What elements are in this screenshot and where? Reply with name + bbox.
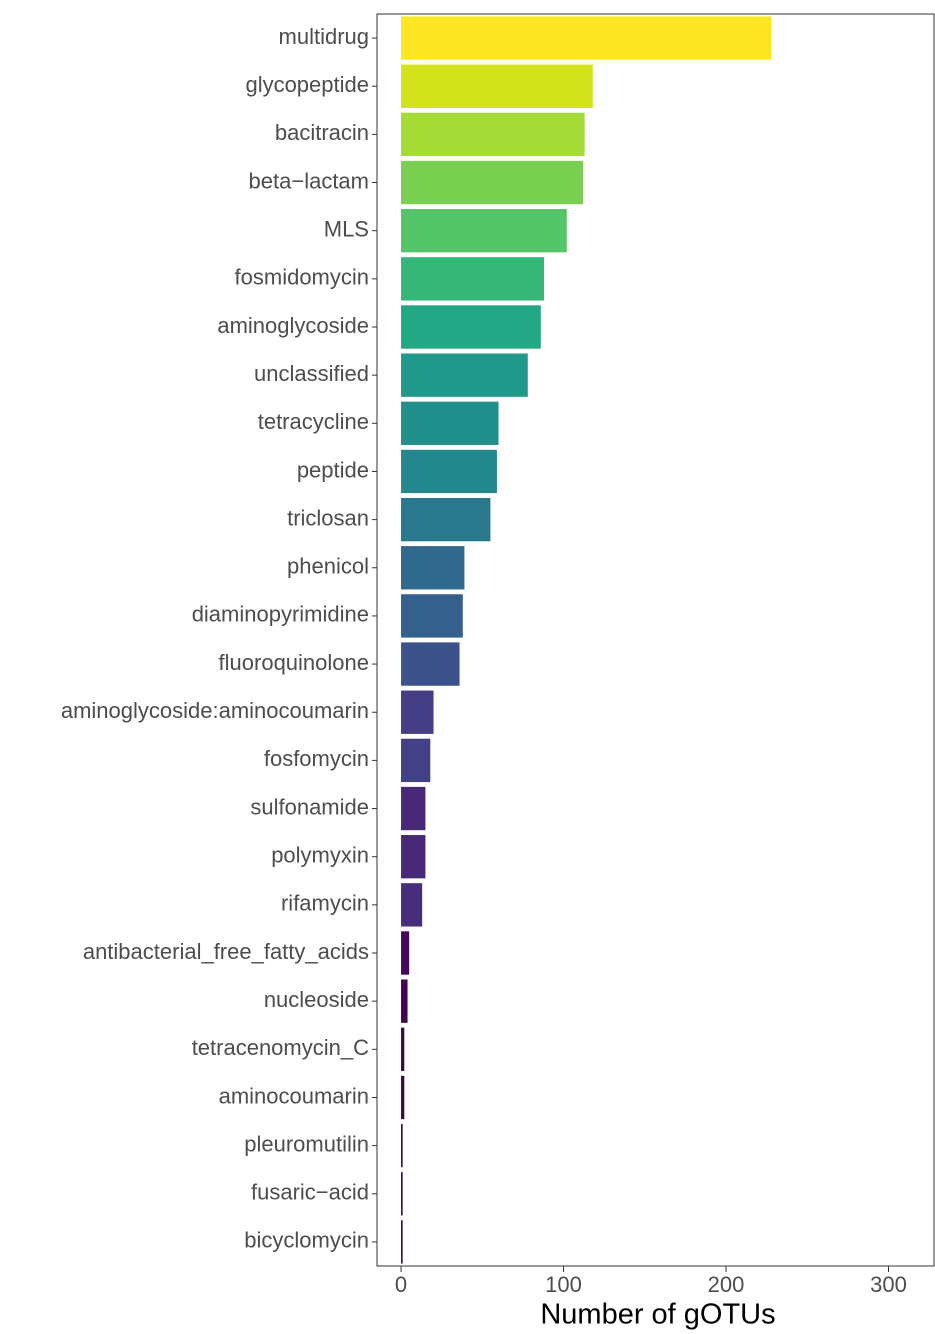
- panel-border: [376, 13, 935, 1267]
- y-tick-label: unclassified: [254, 361, 369, 386]
- bar: [401, 209, 567, 253]
- bar: [401, 642, 460, 686]
- x-tick-label: 100: [545, 1272, 582, 1297]
- bar: [401, 497, 491, 542]
- bar: [401, 353, 528, 397]
- bar: [401, 690, 434, 734]
- bar: [401, 835, 426, 879]
- y-tick-label: glycopeptide: [245, 72, 369, 97]
- y-tick-label: aminoglycoside:aminocoumarin: [61, 698, 369, 723]
- bar: [401, 305, 541, 349]
- y-tick-label: triclosan: [287, 505, 369, 530]
- y-tick-label: fluoroquinolone: [219, 650, 369, 675]
- bar: [401, 738, 431, 783]
- y-tick-label: fosfomycin: [264, 746, 369, 771]
- y-tick-label: antibacterial_free_fatty_acids: [83, 939, 369, 964]
- x-tick-label: 300: [870, 1272, 907, 1297]
- x-axis-label: Number of gOTUs: [540, 1299, 775, 1331]
- bar: [401, 401, 499, 445]
- bar: [401, 16, 772, 60]
- bar: [401, 64, 593, 108]
- y-tick-label: nucleoside: [264, 987, 369, 1012]
- bar: [401, 786, 426, 831]
- y-tick-label: phenicol: [287, 554, 369, 579]
- y-tick-label: rifamycin: [281, 891, 369, 916]
- bar: [401, 449, 497, 494]
- bar: [401, 546, 465, 590]
- y-tick-label: polymyxin: [271, 843, 369, 868]
- y-tick-label: fusaric−acid: [251, 1180, 369, 1205]
- bar: [401, 931, 410, 975]
- bar: [401, 979, 408, 1023]
- x-tick-label: 0: [395, 1272, 407, 1297]
- y-tick-label: tetracenomycin_C: [192, 1035, 369, 1060]
- x-tick-label: 200: [708, 1272, 745, 1297]
- bar: [401, 257, 545, 301]
- y-tick-label: fosmidomycin: [235, 265, 369, 290]
- y-tick-label: diaminopyrimidine: [192, 602, 369, 627]
- y-tick-label: tetracycline: [258, 409, 369, 434]
- bar: [401, 1075, 405, 1120]
- y-tick-label: bicyclomycin: [244, 1228, 369, 1253]
- y-tick-label: aminoglycoside: [217, 313, 369, 338]
- y-tick-label: sulfonamide: [250, 794, 369, 819]
- y-tick-label: bacitracin: [275, 120, 369, 145]
- y-tick-label: aminocoumarin: [219, 1083, 369, 1108]
- y-tick-label: pleuromutilin: [244, 1131, 369, 1156]
- y-tick-label: multidrug: [279, 24, 369, 49]
- y-tick-label: peptide: [297, 457, 369, 482]
- bar: [401, 594, 463, 638]
- bar: [401, 160, 584, 205]
- bar: [401, 1123, 403, 1168]
- bar: [401, 883, 423, 927]
- bar: [401, 1220, 403, 1264]
- y-tick-label: beta−lactam: [249, 168, 369, 193]
- bar: [401, 1027, 405, 1071]
- bar: [401, 112, 585, 157]
- y-tick-label: MLS: [324, 217, 369, 242]
- bar: [401, 1172, 403, 1216]
